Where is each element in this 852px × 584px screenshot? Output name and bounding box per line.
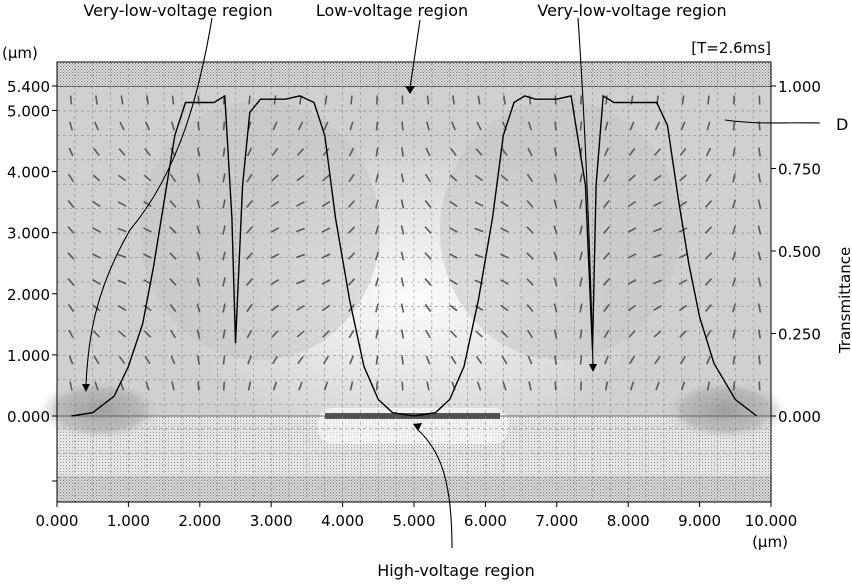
x-tick-label: 4.000 — [321, 512, 364, 530]
left-tick-label: 1.000 — [7, 347, 50, 365]
director-dash — [377, 382, 378, 391]
x-tick-label: 5.000 — [393, 512, 436, 530]
x-tick-label: 10.000 — [745, 512, 798, 530]
director-dash — [759, 356, 760, 365]
director-dash — [198, 382, 199, 391]
right-tick-label: 0.000 — [778, 408, 821, 426]
director-dash — [249, 96, 250, 105]
director-dash — [376, 122, 377, 131]
director-dash — [71, 96, 72, 105]
label-very-low-voltage-left: Very-low-voltage region — [83, 1, 272, 20]
time-label: [T=2.6ms] — [691, 39, 771, 57]
label-low-voltage: Low-voltage region — [316, 1, 468, 20]
director-dash — [402, 122, 403, 131]
label-very-low-voltage-right: Very-low-voltage region — [537, 1, 726, 20]
left-tick-label: 3.000 — [7, 225, 50, 243]
director-dash — [224, 122, 225, 131]
left-tick-label: 0.000 — [7, 408, 50, 426]
shade-left — [140, 100, 380, 360]
x-tick-label: 7.000 — [535, 512, 578, 530]
left-tick-label: 4.000 — [7, 164, 50, 182]
director-dash — [198, 122, 199, 131]
left-axis-unit: (μm) — [2, 44, 38, 62]
director-dash — [759, 382, 760, 391]
right-tick-label: 0.750 — [778, 161, 821, 179]
right-tick-label: 1.000 — [778, 78, 821, 96]
x-axis-ticks: 0.000 1.000 2.000 3.000 4.000 5.000 6.000 7.000… — [36, 502, 798, 530]
right-axis-ticks: 0.000 0.250 0.500 0.750 1.000 — [771, 78, 821, 426]
director-dash — [708, 96, 709, 105]
x-tick-label: 6.000 — [464, 512, 507, 530]
director-dash — [581, 122, 582, 131]
curve-label-D: D — [836, 115, 848, 134]
director-dash — [580, 356, 581, 365]
director-dash — [555, 382, 556, 391]
left-axis-ticks: 0.000 1.000 2.000 3.000 4.000 5.000 5.400 — [7, 78, 57, 481]
director-dash — [581, 382, 582, 391]
x-tick-label: 0.000 — [36, 512, 79, 530]
director-dash — [555, 122, 556, 131]
director-dash — [733, 122, 734, 131]
x-tick-label: 3.000 — [250, 512, 293, 530]
director-dash — [224, 382, 225, 391]
label-high-voltage: High-voltage region — [377, 561, 535, 580]
director-dash — [223, 356, 224, 365]
x-tick-label: 8.000 — [607, 512, 650, 530]
x-tick-label: 9.000 — [678, 512, 721, 530]
shade-right — [440, 100, 680, 360]
director-dash — [173, 96, 174, 105]
director-dash — [351, 96, 352, 105]
director-dash — [402, 382, 403, 391]
left-tick-label: 5.400 — [7, 78, 50, 96]
director-dash — [402, 356, 403, 365]
right-axis-label: Transmittance — [836, 247, 852, 354]
left-tick-label: 2.000 — [7, 286, 50, 304]
x-tick-label: 2.000 — [178, 512, 221, 530]
right-tick-label: 0.500 — [778, 243, 821, 261]
director-dash — [606, 96, 607, 105]
director-dash — [734, 382, 735, 391]
left-tick-label: 5.000 — [7, 102, 50, 120]
x-tick-label: 1.000 — [107, 512, 150, 530]
director-dash — [428, 96, 429, 105]
right-tick-label: 0.250 — [778, 326, 821, 344]
x-axis-unit: (μm) — [752, 533, 788, 551]
